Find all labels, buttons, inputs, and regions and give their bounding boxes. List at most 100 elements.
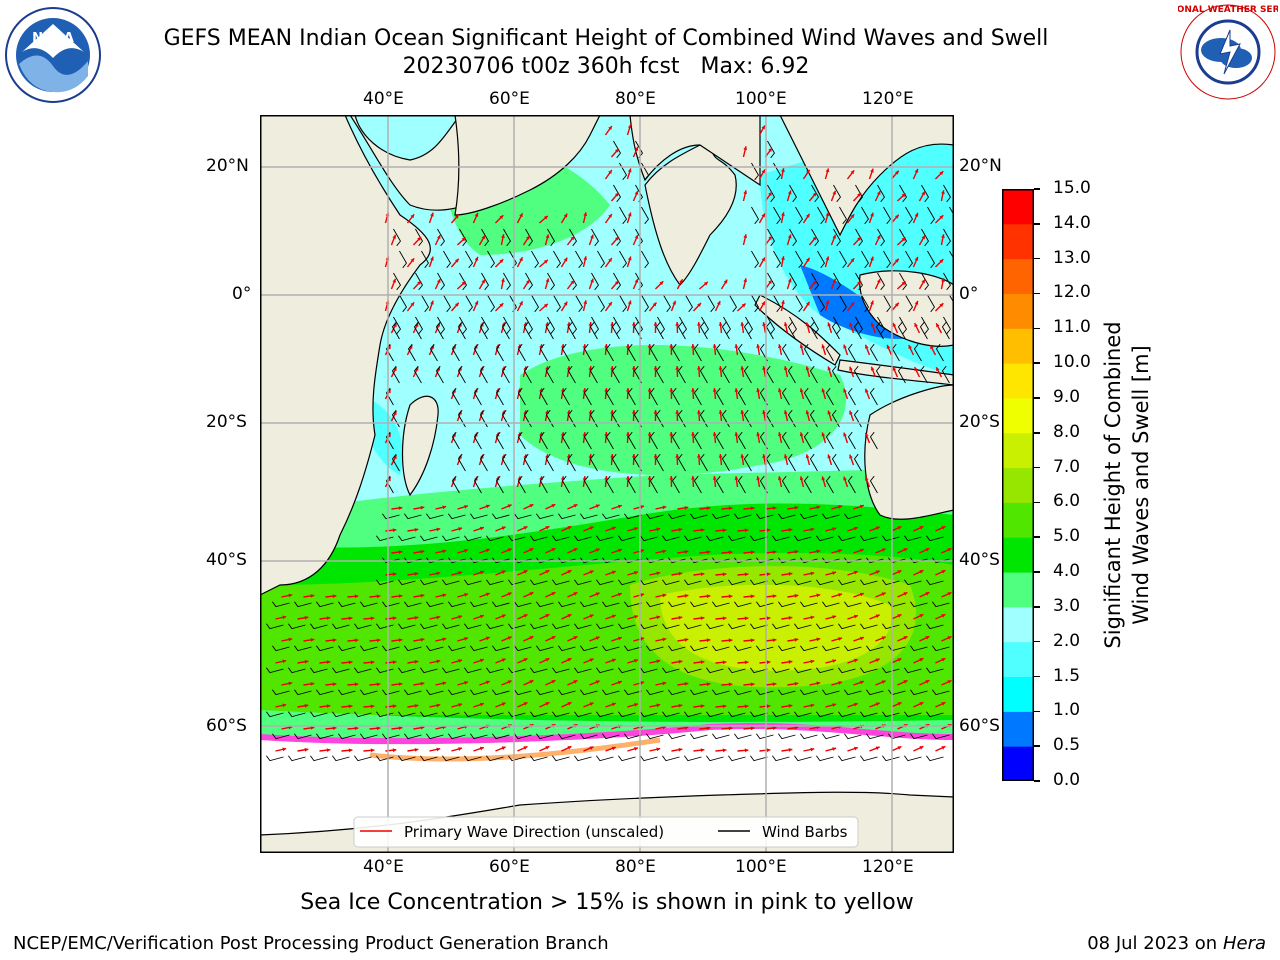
wave-direction-arrowhead (870, 366, 875, 371)
wind-barb (602, 689, 620, 696)
wind-barb (831, 321, 840, 340)
wind-barb (536, 645, 554, 652)
colorbar-tick-mark (1034, 571, 1040, 573)
wind-barb (470, 733, 488, 740)
wind-barb (376, 623, 394, 630)
chart-title: GEFS MEAN Indian Ocean Significant Heigh… (163, 26, 1049, 51)
wave-direction-arrowhead (766, 660, 771, 665)
wave-direction-arrowhead (647, 388, 652, 392)
wind-barb (501, 321, 510, 340)
wind-barb (495, 475, 504, 494)
wave-direction-arrowhead (750, 550, 755, 555)
wave-direction-arrowhead (821, 388, 826, 393)
wave-direction-arrowhead (734, 344, 739, 348)
wave-direction-arrowhead (914, 168, 919, 173)
wind-barb (844, 645, 862, 652)
wind-barb (767, 316, 775, 335)
wind-barb (294, 645, 312, 652)
wind-barb (481, 228, 489, 247)
wind-barb (883, 206, 891, 225)
wave-direction-arrowhead (436, 615, 441, 620)
wave-direction-arrowhead (436, 235, 441, 240)
wind-barb (750, 623, 768, 630)
wind-barb (847, 387, 856, 406)
wind-barb (943, 228, 951, 247)
wave-direction-arrowhead (304, 615, 309, 620)
wind-barb (272, 645, 290, 652)
wind-barb (778, 601, 796, 608)
wave-direction-arrowhead (827, 366, 832, 371)
wave-direction-arrowhead (501, 322, 506, 327)
wind-barb (448, 557, 466, 564)
wind-barb (624, 645, 642, 652)
wind-barb (558, 557, 576, 564)
wind-barb (715, 431, 724, 450)
wind-barb (457, 365, 466, 384)
wind-barb (926, 711, 944, 718)
wave-direction-arrowhead (354, 594, 359, 599)
sea-ice-caption: Sea Ice Concentration > 15% is shown in … (300, 890, 914, 915)
wave-direction-arrowhead (543, 215, 548, 220)
wind-barb (613, 184, 621, 203)
wave-direction-arrowhead (832, 234, 836, 239)
wave-direction-arrowhead (892, 322, 897, 327)
wind-barb (677, 321, 686, 340)
wind-barb (310, 623, 328, 630)
wave-direction-arrowhead (894, 302, 899, 307)
wind-barb (833, 272, 841, 291)
wave-direction-arrowhead (420, 725, 425, 730)
colorbar-tick-label: 0.0 (1053, 770, 1081, 790)
wind-barb (794, 579, 812, 586)
wind-barb (855, 228, 863, 247)
wave-direction-arrowhead (728, 506, 733, 511)
wind-barb (684, 667, 702, 674)
wind-barb (376, 667, 394, 674)
wave-direction-arrowhead (608, 258, 612, 263)
wave-direction-arrowhead (507, 636, 512, 640)
wave-direction-arrowhead (458, 659, 463, 663)
wind-barb (646, 513, 664, 520)
wind-barb (919, 365, 928, 384)
wind-barb (767, 140, 775, 159)
wave-direction-arrowhead (582, 476, 587, 480)
wave-direction-arrowhead (781, 300, 785, 305)
wind-barb (517, 343, 526, 362)
wind-barb (437, 272, 445, 291)
wave-direction-arrowhead (805, 410, 810, 415)
wind-barb (399, 294, 407, 313)
wave-direction-arrowhead (706, 638, 711, 643)
wave-direction-arrowhead (810, 747, 815, 752)
wave-direction-arrowhead (744, 748, 749, 753)
wave-direction-arrowhead (567, 658, 572, 662)
wave-direction-arrowhead (608, 302, 612, 307)
colorbar-tick-mark (1034, 745, 1040, 747)
wind-barb (558, 513, 576, 520)
wave-direction-arrowhead (691, 476, 695, 480)
wave-direction-arrowhead (783, 366, 788, 371)
wave-direction-arrowhead (662, 681, 667, 686)
wave-direction-arrowhead (794, 505, 799, 510)
wind-barb (706, 755, 724, 762)
wave-direction-arrowhead (567, 614, 572, 618)
wind-barb (817, 294, 825, 313)
wind-barb (899, 272, 907, 291)
wave-direction-arrowhead (627, 124, 632, 129)
wind-barb (800, 733, 818, 740)
wind-barb (589, 453, 598, 472)
wave-direction-arrowhead (662, 505, 667, 510)
wave-direction-arrowhead (700, 616, 705, 621)
wave-direction-arrowhead (843, 344, 847, 349)
wave-direction-arrowhead (376, 638, 381, 643)
wind-barb (470, 645, 488, 652)
wave-direction-arrowhead (919, 570, 924, 574)
wind-barb (332, 623, 350, 630)
wave-direction-arrowhead (684, 637, 689, 642)
wind-barb (662, 623, 680, 630)
wind-barb (655, 365, 664, 384)
wind-barb (795, 206, 803, 225)
wind-barb (495, 431, 504, 450)
wind-barb (745, 316, 753, 335)
nws-logo: NATIONAL WEATHER SERVICE (1178, 4, 1278, 100)
wind-barb (649, 387, 658, 406)
wind-barb (420, 535, 438, 542)
